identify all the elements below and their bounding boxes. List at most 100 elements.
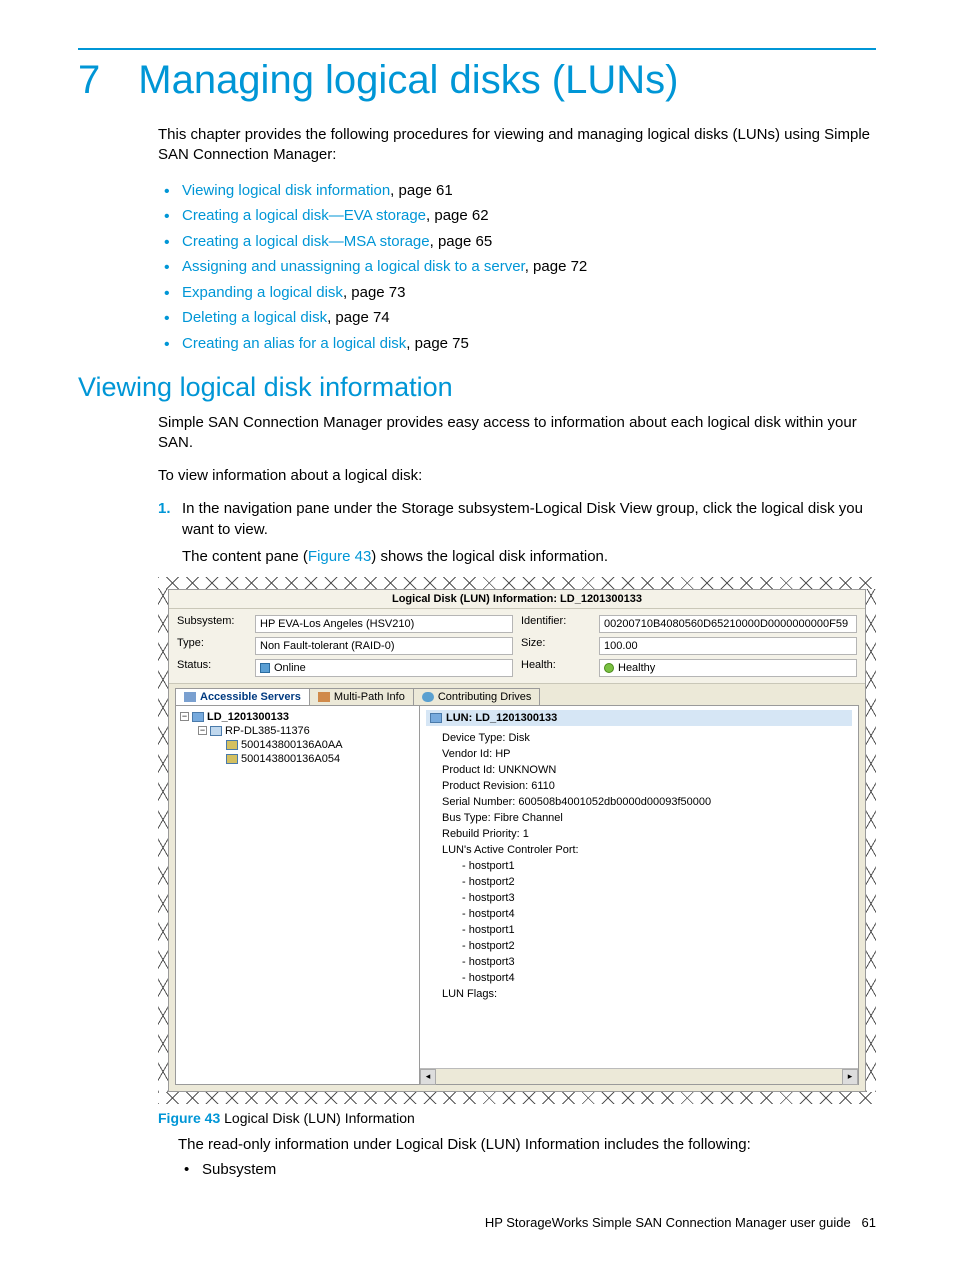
tree-label: LD_1201300133 — [207, 711, 289, 723]
toc-link[interactable]: Deleting a logical disk — [182, 309, 327, 326]
size-field: 100.00 — [599, 637, 857, 655]
torn-edge-icon — [158, 577, 876, 589]
drives-icon — [422, 692, 434, 702]
toc-link[interactable]: Viewing logical disk information — [182, 182, 390, 199]
section-para: To view information about a logical disk… — [158, 466, 876, 486]
info-bullet-list: Subsystem — [178, 1161, 876, 1178]
tree-node-lun[interactable]: − LD_1201300133 — [180, 710, 415, 724]
toc-link[interactable]: Expanding a logical disk — [182, 284, 343, 301]
figure-ref-link[interactable]: Figure 43 — [308, 548, 371, 565]
status-online-icon — [260, 663, 270, 673]
toc-item: Assigning and unassigning a logical disk… — [158, 254, 876, 280]
toc-link[interactable]: Assigning and unassigning a logical disk… — [182, 258, 525, 275]
field-value: Healthy — [618, 662, 655, 674]
intro-paragraph: This chapter provides the following proc… — [158, 125, 876, 166]
top-rule — [78, 48, 876, 50]
toc-link[interactable]: Creating a logical disk—MSA storage — [182, 233, 430, 250]
toc-suffix: , page 62 — [426, 207, 489, 224]
tree-label: RP-DL385-11376 — [225, 725, 310, 737]
field-value: 100.00 — [604, 640, 638, 652]
step-item: In the navigation pane under the Storage… — [158, 498, 876, 567]
detail-line: Device Type: Disk — [426, 730, 852, 746]
detail-header: LUN: LD_1201300133 — [426, 710, 852, 726]
toc-link[interactable]: Creating a logical disk—EVA storage — [182, 207, 426, 224]
subsystem-field: HP EVA-Los Angeles (HSV210) — [255, 615, 513, 633]
lun-icon — [430, 713, 442, 723]
section-heading: Viewing logical disk information — [78, 372, 876, 403]
chapter-title: Managing logical disks (LUNs) — [138, 58, 678, 103]
toc-suffix: , page 61 — [390, 182, 453, 199]
info-bullet: Subsystem — [178, 1161, 876, 1178]
toc-suffix: , page 65 — [430, 233, 493, 250]
tab-multipath-info[interactable]: Multi-Path Info — [309, 688, 414, 705]
field-value: 00200710B4080560D65210000D0000000000F59 — [604, 618, 848, 630]
field-value: HP EVA-Los Angeles (HSV210) — [260, 618, 414, 630]
field-label: Size: — [521, 637, 591, 655]
tree-node-hba[interactable]: 500143800136A0AA — [180, 738, 415, 752]
step-sub-text: The content pane ( — [182, 548, 308, 565]
step-sub: The content pane (Figure 43) shows the l… — [182, 546, 876, 567]
detail-line: Serial Number: 600508b4001052db0000d0009… — [426, 794, 852, 810]
detail-line: Rebuild Priority: 1 — [426, 826, 852, 842]
detail-port: - hostport4 — [426, 970, 852, 986]
detail-line: LUN's Active Controler Port: — [426, 842, 852, 858]
detail-line: Product Revision: 6110 — [426, 778, 852, 794]
section-para: Simple SAN Connection Manager provides e… — [158, 413, 876, 454]
tree-label: 500143800136A054 — [241, 753, 340, 765]
chapter-heading: 7 Managing logical disks (LUNs) — [78, 58, 876, 103]
detail-port: - hostport1 — [426, 858, 852, 874]
toc-item: Creating a logical disk—EVA storage, pag… — [158, 203, 876, 229]
tabs-row: Accessible Servers Multi-Path Info Contr… — [169, 683, 865, 705]
server-icon — [210, 726, 222, 736]
tab-label: Multi-Path Info — [334, 691, 405, 703]
tree-node-hba[interactable]: 500143800136A054 — [180, 752, 415, 766]
detail-line: Vendor Id: HP — [426, 746, 852, 762]
multipath-icon — [318, 692, 330, 702]
detail-port: - hostport1 — [426, 922, 852, 938]
field-label: Identifier: — [521, 615, 591, 633]
field-value: Non Fault-tolerant (RAID-0) — [260, 640, 395, 652]
torn-edge-icon — [866, 589, 876, 1092]
torn-edge-icon — [158, 589, 168, 1092]
scroll-right-icon[interactable]: ▸ — [842, 1069, 858, 1085]
lun-icon — [192, 712, 204, 722]
step-text: In the navigation pane under the Storage… — [182, 500, 863, 538]
torn-edge-icon — [158, 1092, 876, 1104]
toc-item: Viewing logical disk information, page 6… — [158, 178, 876, 204]
hba-icon — [226, 754, 238, 764]
tab-accessible-servers[interactable]: Accessible Servers — [175, 688, 310, 705]
servers-icon — [184, 692, 196, 702]
collapse-icon[interactable]: − — [198, 726, 207, 735]
scroll-left-icon[interactable]: ◂ — [420, 1069, 436, 1085]
panel-title: Logical Disk (LUN) Information: LD_12013… — [169, 590, 865, 609]
figure-screenshot: Logical Disk (LUN) Information: LD_12013… — [158, 577, 876, 1104]
step-sub-text: ) shows the logical disk information. — [371, 548, 608, 565]
figure-caption-text: Logical Disk (LUN) Information — [220, 1110, 415, 1126]
tab-contributing-drives[interactable]: Contributing Drives — [413, 688, 541, 705]
tree-node-server[interactable]: − RP-DL385-11376 — [180, 724, 415, 738]
detail-lines: Device Type: Disk Vendor Id: HP Product … — [426, 730, 852, 1002]
toc-suffix: , page 72 — [525, 258, 588, 275]
field-value: Online — [274, 662, 306, 674]
detail-line: LUN Flags: — [426, 986, 852, 1002]
toc-link[interactable]: Creating an alias for a logical disk — [182, 335, 406, 352]
detail-port: - hostport2 — [426, 874, 852, 890]
chapter-number: 7 — [78, 58, 100, 103]
toc-list: Viewing logical disk information, page 6… — [158, 178, 876, 357]
field-label: Subsystem: — [177, 615, 247, 633]
field-label: Status: — [177, 659, 247, 677]
footer-guide: HP StorageWorks Simple SAN Connection Ma… — [485, 1215, 851, 1230]
status-field: Online — [255, 659, 513, 677]
lun-info-panel: Logical Disk (LUN) Information: LD_12013… — [168, 589, 866, 1092]
detail-port: - hostport3 — [426, 954, 852, 970]
tab-label: Contributing Drives — [438, 691, 532, 703]
panes: −LD_1201300133 −RP-DL385-11376 500143800… — [169, 705, 865, 1091]
health-ok-icon — [604, 663, 614, 673]
horizontal-scrollbar[interactable]: ◂ ▸ — [420, 1068, 858, 1084]
collapse-icon[interactable]: − — [180, 712, 189, 721]
toc-suffix: , page 73 — [343, 284, 406, 301]
figure-caption: Figure 43 Logical Disk (LUN) Information — [158, 1110, 876, 1126]
steps-list: In the navigation pane under the Storage… — [158, 498, 876, 567]
footer-page: 61 — [862, 1215, 876, 1230]
detail-port: - hostport2 — [426, 938, 852, 954]
